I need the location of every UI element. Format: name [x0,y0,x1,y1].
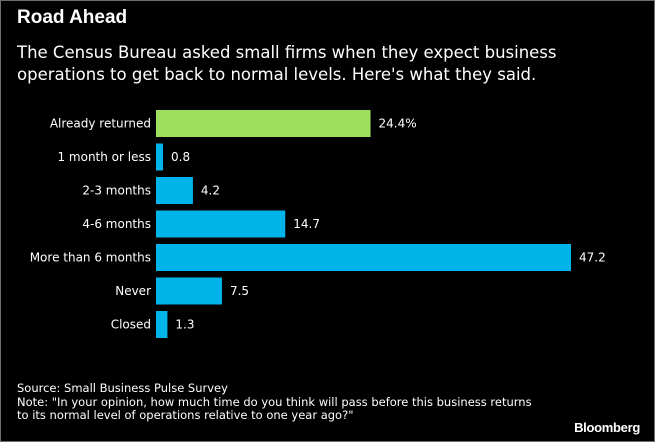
category-label-3: 4-6 months [82,217,151,231]
category-label-6: Closed [111,318,151,332]
source-note: Source: Small Business Pulse Survey [17,381,228,395]
category-label-5: Never [115,284,151,298]
bar-4 [156,244,571,271]
value-label-6: 1.3 [175,318,194,332]
bar-2 [156,177,193,204]
survey-note: Note: "In your opinion, how much time do… [17,395,532,422]
bar-5 [156,277,222,305]
value-label-2: 4.2 [201,184,220,198]
category-label-0: Already returned [50,117,151,131]
bar-3 [156,210,286,238]
chart-title: Road Ahead [17,7,128,28]
category-label-4: More than 6 months [30,251,151,265]
value-label-4: 47.2 [579,251,606,265]
category-label-2: 2-3 months [82,184,151,198]
chart-subtitle: The Census Bureau asked small firms when… [17,43,557,84]
value-label-1: 0.8 [171,150,190,164]
bloomberg-logo: Bloomberg [574,420,640,435]
value-label-5: 7.5 [230,284,249,298]
bar-6 [156,311,168,338]
bar-0 [156,110,371,137]
value-label-0: 24.4% [379,117,417,131]
value-label-3: 14.7 [293,217,320,231]
category-label-1: 1 month or less [57,150,151,164]
bar-1 [156,143,164,171]
